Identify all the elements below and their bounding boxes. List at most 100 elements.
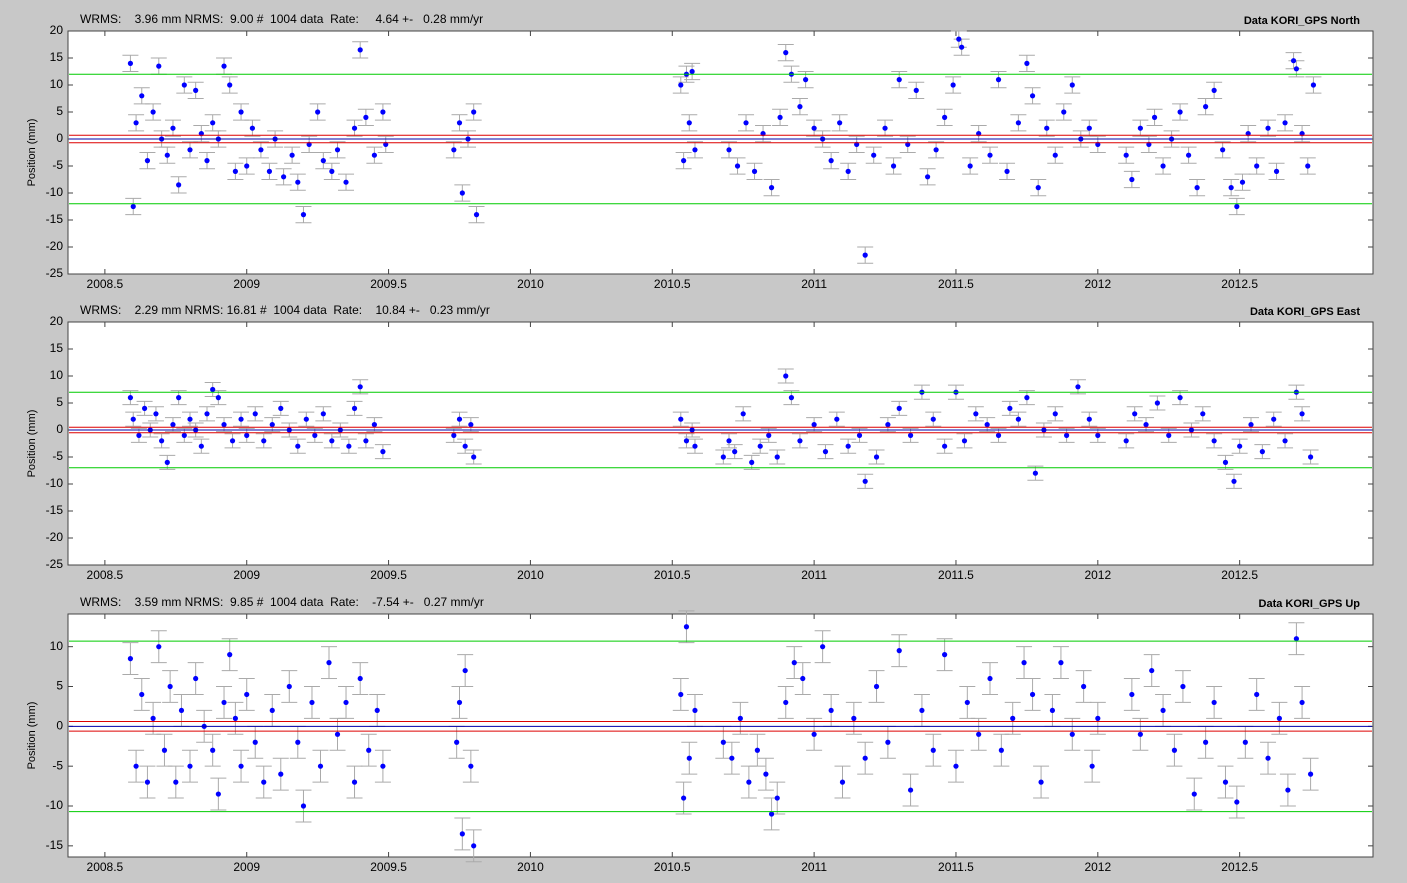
data-point [351,125,358,131]
data-point [1038,779,1044,785]
y-tick-label: 5 [56,395,63,409]
data-point [374,707,380,714]
data-point [1222,459,1229,465]
data-point [363,438,369,444]
data-point [1015,416,1021,422]
data-point [973,411,979,417]
data-point [976,731,982,737]
data-point [164,459,170,465]
data-point [1095,715,1101,721]
data-point [1035,185,1041,191]
data-point [227,652,233,658]
data-point [468,763,474,769]
data-point [227,82,233,88]
data-point [269,422,275,428]
data-point [1276,715,1282,721]
data-point [692,147,698,153]
y-tick-label: 10 [50,77,64,91]
y-tick-label: 0 [56,131,63,145]
data-point [720,454,726,460]
data-point [357,47,363,53]
data-point [811,422,817,428]
data-point [871,152,877,158]
data-point [346,443,352,449]
data-point [334,147,341,153]
data-point [746,779,752,785]
data-point [258,147,264,153]
data-point [862,252,868,258]
data-point [170,422,176,428]
data-point [1129,176,1135,183]
data-point [726,147,732,153]
data-point [252,739,258,745]
data-point [1052,152,1058,158]
x-tick-label: 2009 [233,568,260,582]
y-tick-label: -20 [46,530,64,544]
data-point [1069,82,1075,88]
data-point [130,203,136,210]
data-point [1086,416,1092,422]
data-point [862,755,868,761]
data-point [774,454,780,460]
data-point [959,44,965,50]
data-point [468,422,474,428]
data-point [315,109,321,115]
data-point [737,715,743,721]
data-point [896,77,902,83]
data-point [783,373,789,379]
data-point [1180,683,1186,690]
data-point [357,384,363,390]
data-point [1132,411,1138,417]
data-point [783,699,789,706]
data-point [950,82,956,88]
data-point [896,648,902,654]
data-point [1064,432,1070,438]
data-point [961,438,968,444]
y-tick-label: -15 [46,838,64,852]
stats-text: WRMS: 3.59 mm NRMS: 9.85 # 1004 data Rat… [80,595,484,609]
data-point [882,125,888,131]
data-point [984,422,990,428]
data-point [751,168,758,174]
y-axis-label: Position (mm) [26,119,38,187]
data-point [1123,438,1129,444]
data-point [371,152,377,158]
data-point [797,438,803,444]
data-point [1143,422,1149,428]
data-point [451,147,457,153]
data-point [1237,443,1243,449]
y-tick-label: -10 [46,798,64,812]
data-point [130,416,136,422]
data-point [734,163,741,169]
data-point [726,438,732,444]
x-tick-label: 2011.5 [938,277,974,291]
data-point [837,120,843,126]
data-point [681,158,687,164]
data-point [1171,747,1178,753]
data-point [150,715,156,721]
data-point [334,731,341,737]
data-point [193,87,199,93]
data-point [1307,771,1314,777]
data-point [317,763,324,769]
data-point [942,652,948,658]
x-tick-label: 2012 [1084,277,1111,291]
data-point [326,660,332,666]
data-point [828,158,834,164]
data-point [238,416,244,422]
data-point [471,109,477,115]
y-tick-label: -10 [46,476,64,490]
stats-text: WRMS: 3.96 mm NRMS: 9.00 # 1004 data Rat… [80,12,483,26]
x-tick-label: 2009.5 [370,277,407,291]
y-tick-label: 0 [56,422,63,436]
data-point [187,416,193,422]
data-point [1004,168,1010,174]
data-point [1029,691,1036,698]
data-point [1007,405,1013,411]
data-point [820,644,826,650]
data-point [1075,384,1081,390]
x-tick-label: 2011 [801,860,827,874]
y-tick-label: 10 [50,639,64,653]
data-point [244,432,250,438]
